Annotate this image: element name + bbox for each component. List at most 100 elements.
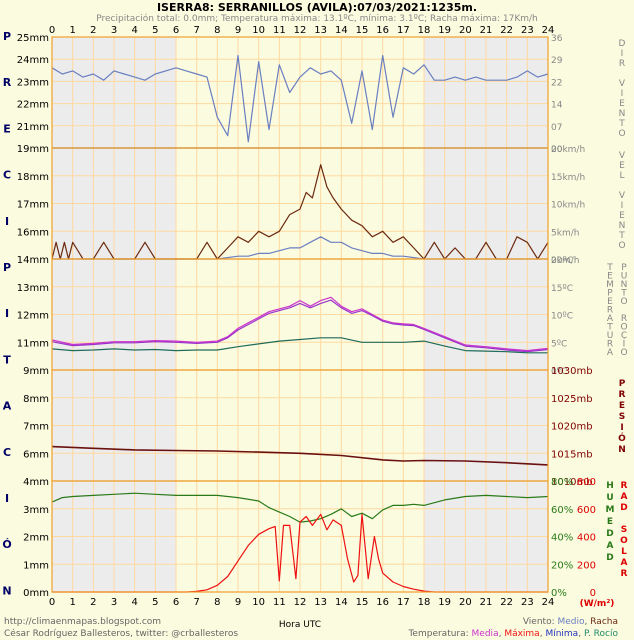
x-tick-label: 15 (356, 25, 369, 36)
title-humedad: E (607, 517, 613, 527)
title-presion: R (619, 390, 626, 400)
y-tick-label-left: 18mm (17, 172, 49, 183)
title-dir-viento: R (619, 59, 625, 69)
y-tick-label-direction: 14 (551, 101, 563, 111)
y-tick-label-direction: 07 (551, 123, 562, 133)
x-tick-label: 9 (235, 597, 241, 608)
x-tick-label: 3 (111, 25, 117, 36)
footer-temperatura: Temperatura: Media, Máxima, Mínima, P. R… (407, 629, 618, 639)
title-dir-viento: V (619, 79, 626, 89)
title-temperatura: U (607, 331, 614, 341)
y-tick-label-direction: 00 (551, 145, 563, 155)
title-vel-viento: I (621, 201, 624, 211)
title-temperatura: P (607, 289, 613, 299)
x-tick-label: 9 (235, 25, 241, 36)
y-tick-label-left: 3mm (23, 505, 49, 516)
footer-author: César Rodríguez Ballesteros, twitter: @c… (4, 628, 238, 639)
title-dir-viento: E (619, 99, 625, 109)
x-tick-label: 2 (90, 25, 96, 36)
y-tick-label-humidity: 40% (551, 533, 573, 544)
y-tick-label-radiation: 400 (577, 533, 596, 544)
title-humedad: H (606, 481, 614, 491)
x-tick-label: 13 (314, 597, 327, 608)
y-tick-label-pressure: 1020mb (551, 422, 593, 433)
x-tick-label: 0 (49, 25, 55, 36)
title-vel-viento: E (619, 211, 625, 221)
rad-unit: (W/m²) (580, 599, 615, 609)
x-tick-label: 2 (90, 597, 96, 608)
title-temperatura: M (606, 280, 614, 290)
x-tick-label: 14 (335, 25, 348, 36)
temp-maxima: Máxima (504, 629, 539, 639)
title-dir-viento: I (621, 49, 624, 59)
x-tick-label: 14 (335, 597, 348, 608)
x-tick-label: 7 (193, 597, 199, 608)
x-tick-label: 20 (459, 25, 472, 36)
x-tick-label: 18 (418, 25, 431, 36)
y-tick-label-temp: 20ºC (551, 256, 573, 266)
x-tick-label: 7 (193, 25, 199, 36)
temp-prefix: Temperatura: (407, 629, 471, 639)
title-rad-solar: A (621, 558, 628, 568)
title-vel-viento: V (619, 191, 626, 201)
temp-sep-3: , (578, 629, 584, 639)
x-tick-label: 21 (480, 597, 493, 608)
title-presion: N (618, 445, 626, 455)
title-temperatura: R (607, 306, 613, 316)
y-tick-label-pressure: 1015mb (551, 449, 593, 460)
y-tick-label-left: 19mm (17, 144, 49, 155)
side-letter: R (3, 76, 12, 89)
y-tick-label-wind: 5km/h (551, 228, 579, 238)
x-axis-label: Hora UTC (279, 620, 321, 630)
title-punto-rocio: U (621, 272, 628, 282)
x-tick-label: 12 (294, 597, 307, 608)
title-vel-viento: V (619, 151, 626, 161)
y-tick-label-direction: 29 (551, 56, 563, 66)
y-tick-label-left: 17mm (17, 200, 49, 211)
series-proco (51, 337, 548, 354)
side-letter: Ó (2, 538, 11, 551)
y-tick-label-radiation: 0 (590, 588, 596, 599)
x-tick-label: 1 (69, 25, 75, 36)
title-presion: I (620, 423, 623, 433)
x-tick-label: 24 (542, 25, 555, 36)
series-humedad (51, 492, 549, 523)
x-tick-label: 21 (480, 25, 493, 36)
x-tick-label: 10 (252, 597, 265, 608)
side-letter: T (3, 353, 11, 366)
title-dir-viento: I (621, 89, 624, 99)
y-tick-label-left: 11mm (17, 338, 49, 349)
y-tick-label-left: 0mm (23, 588, 49, 599)
side-letter: E (3, 122, 11, 135)
title-punto-rocio: C (621, 331, 627, 341)
y-tick-label-radiation: 800 (577, 477, 596, 488)
x-tick-label: 23 (521, 597, 534, 608)
viento-prefix: Viento: (523, 617, 558, 627)
temp-rocio: P. Rocío (584, 629, 619, 639)
title-presion: E (619, 401, 625, 411)
title-temperatura: T (606, 263, 613, 273)
title-presion: P (619, 379, 626, 389)
title-humedad: D (606, 553, 613, 563)
chart-title: ISERRA8: SERRANILLOS (AVILA):07/03/2021:… (157, 1, 477, 14)
x-tick-label: 11 (273, 597, 286, 608)
title-dir-viento: T (618, 119, 625, 129)
viento-medio: Medio (557, 617, 585, 627)
x-tick-label: 13 (314, 25, 327, 36)
title-temperatura: T (606, 323, 613, 333)
x-tick-label: 16 (376, 25, 389, 36)
side-letter: C (3, 446, 11, 459)
series-direccin (51, 54, 549, 143)
y-tick-label-left: 25mm (17, 33, 49, 44)
x-tick-label: 4 (131, 597, 137, 608)
temp-media: Media (472, 629, 499, 639)
title-humedad: D (606, 529, 613, 539)
x-tick-label: 1 (69, 597, 75, 608)
y-tick-label-left: 2mm (23, 533, 49, 544)
x-tick-label: 24 (542, 597, 555, 608)
series-racha (51, 164, 549, 260)
y-tick-label-radiation: 200 (577, 560, 596, 571)
y-tick-label-left: 1mm (23, 560, 49, 571)
title-punto-rocio: T (620, 289, 627, 299)
y-tick-label-wind: 15km/h (551, 173, 585, 183)
